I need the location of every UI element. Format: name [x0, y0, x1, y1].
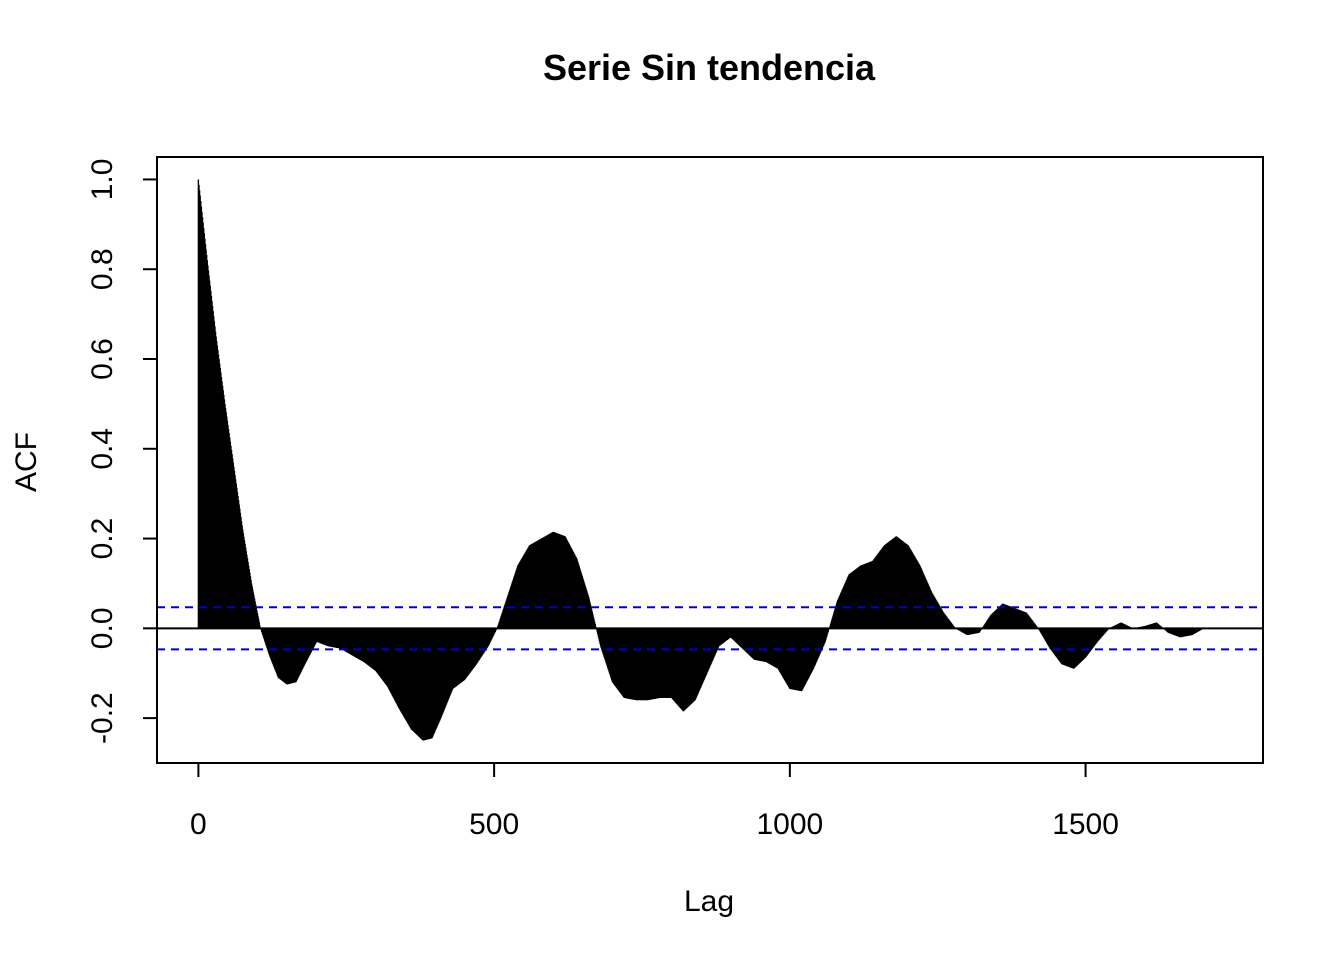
plot-frame — [156, 156, 1264, 764]
y-tick-label: 0.2 — [86, 518, 119, 560]
x-axis-label: Lag — [684, 885, 734, 918]
y-tick-label: 0.6 — [86, 338, 119, 380]
y-tick-label: 1.0 — [86, 159, 119, 201]
x-tick-label: 1500 — [1052, 808, 1119, 841]
y-tick-label: 0.4 — [86, 428, 119, 470]
y-axis-label: ACF — [10, 432, 43, 492]
x-tick-label: 1000 — [756, 808, 823, 841]
plot-layer: 0 500 1000 1500 -0.2 0.0 0.2 0.4 0.6 0.8 1.0 — [86, 156, 1264, 841]
chart-title: Serie Sin tendencia — [543, 47, 876, 88]
y-tick-label: -0.2 — [86, 692, 119, 744]
y-tick-label: 0.0 — [86, 607, 119, 649]
x-tick-label: 0 — [190, 808, 207, 841]
y-tick-label: 0.8 — [86, 248, 119, 290]
x-tick-label: 500 — [469, 808, 519, 841]
